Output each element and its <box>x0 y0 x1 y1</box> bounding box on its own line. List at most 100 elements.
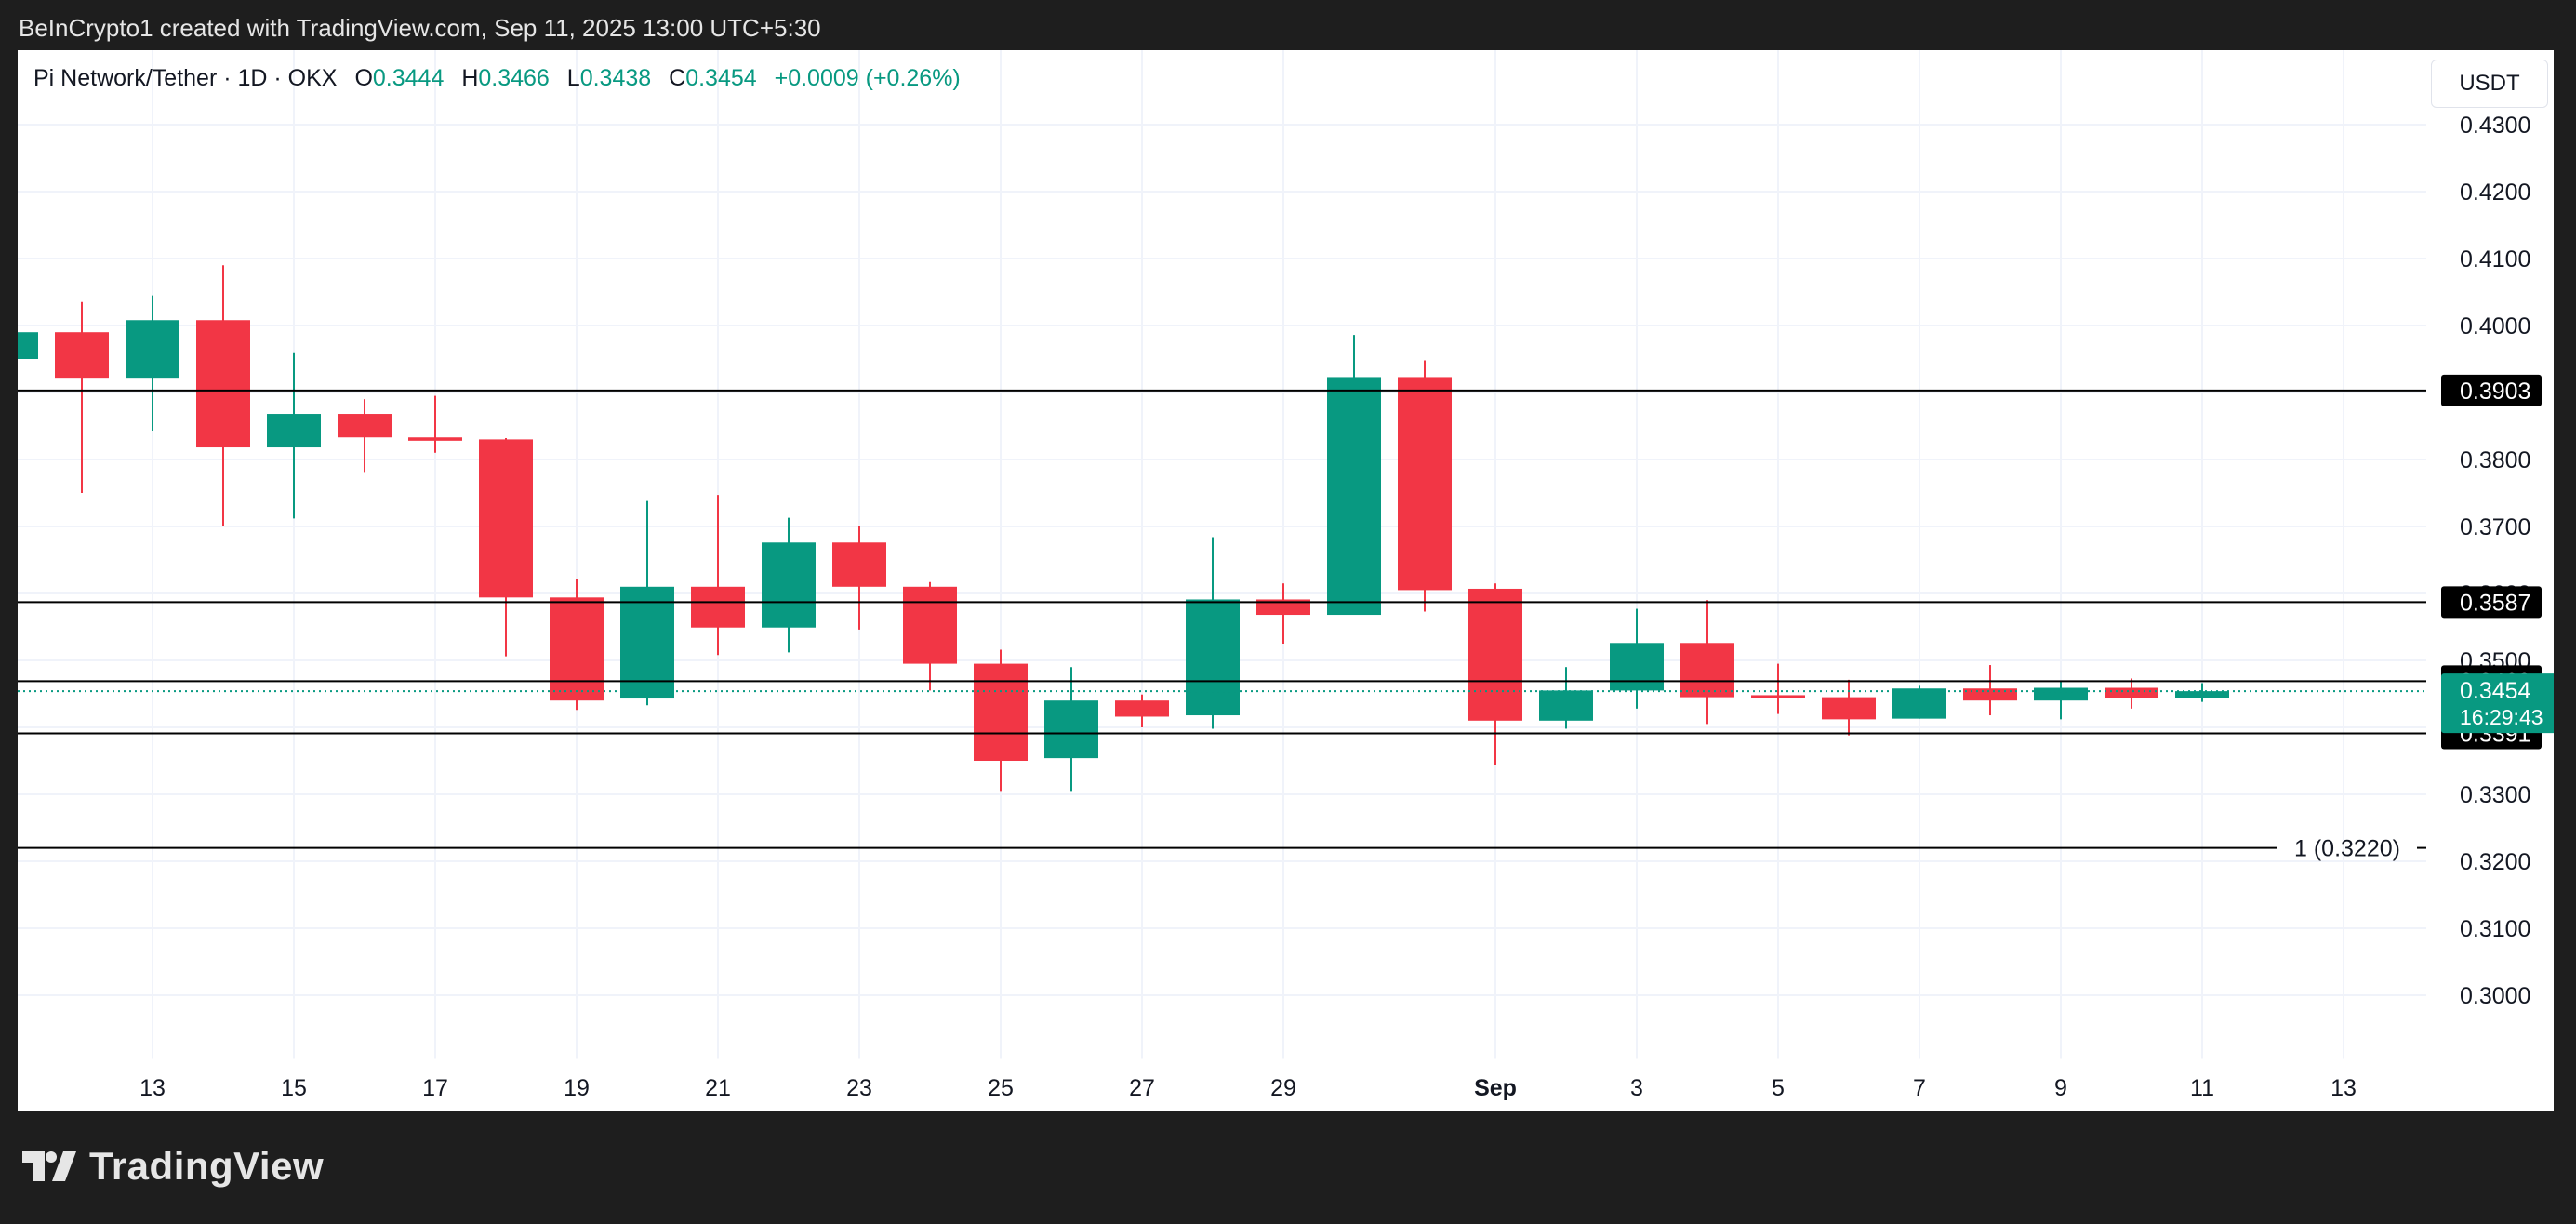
bar-countdown-label: 16:29:43 <box>2460 705 2543 729</box>
level-price-label: 0.3903 <box>2460 379 2530 405</box>
candle-body <box>1468 588 1522 721</box>
tradingview-logo-icon <box>22 1151 76 1181</box>
candle-body <box>18 332 38 359</box>
open-label: O <box>354 65 373 91</box>
candle-body <box>974 663 1028 761</box>
candle <box>196 265 250 526</box>
level-price-tag <box>2441 374 2542 406</box>
candle-body <box>2034 687 2088 701</box>
candle-body <box>126 320 179 379</box>
candle <box>762 517 816 653</box>
close-value: 0.3454 <box>685 65 757 91</box>
last-price-label: 0.3454 <box>2460 678 2531 704</box>
candle <box>550 579 604 711</box>
footer-bar: TradingView <box>0 1111 2576 1224</box>
candle-body <box>1044 700 1098 759</box>
high-label: H <box>461 65 479 91</box>
candle <box>1398 360 1452 612</box>
candle <box>1327 335 1381 616</box>
x-tick-label: 7 <box>1913 1075 1926 1101</box>
candle-body <box>1680 643 1734 698</box>
change-value: +0.0009 (+0.26%) <box>774 65 961 91</box>
level-price-label: 0.3587 <box>2460 590 2530 616</box>
candle <box>267 352 321 519</box>
candle-body <box>196 320 250 448</box>
x-tick-label: 29 <box>1270 1075 1296 1101</box>
tradingview-wordmark: TradingView <box>89 1144 325 1188</box>
candlestick-chart[interactable]: 0.43000.42000.41000.40000.39000.38000.37… <box>18 50 2554 1111</box>
candle-body <box>903 586 957 664</box>
candle <box>1610 608 1664 709</box>
candle <box>1892 685 1946 719</box>
candle-body <box>267 414 321 448</box>
candle <box>903 581 957 691</box>
candle <box>974 649 1028 792</box>
candle-body <box>1822 697 1876 720</box>
candle <box>691 495 745 656</box>
x-tick-label: 9 <box>2054 1075 2067 1101</box>
chart-panel[interactable]: 0.43000.42000.41000.40000.39000.38000.37… <box>18 50 2554 1111</box>
y-tick-label: 0.4100 <box>2460 246 2530 273</box>
candle <box>1751 663 1805 714</box>
close-label: C <box>669 65 686 91</box>
x-tick-label: 5 <box>1772 1075 1785 1101</box>
grid-lines <box>18 50 2426 1059</box>
candle <box>338 399 392 473</box>
candle-body <box>550 597 604 701</box>
candle <box>55 301 109 493</box>
candle-body <box>762 542 816 628</box>
candle <box>1256 583 1310 644</box>
candle <box>1963 665 2017 716</box>
candle-body <box>620 586 674 699</box>
currency-selector[interactable]: USDT <box>2431 60 2548 108</box>
x-tick-label: Sep <box>1474 1075 1517 1101</box>
y-tick-label: 0.4000 <box>2460 313 2530 339</box>
candle <box>1186 537 1240 729</box>
tradingview-logo[interactable]: TradingView <box>22 1142 324 1191</box>
x-tick-label: 27 <box>1129 1075 1155 1101</box>
x-tick-label: 11 <box>2190 1075 2214 1101</box>
candle <box>832 526 886 630</box>
candle <box>1115 694 1169 727</box>
candle-body <box>479 439 533 598</box>
candle <box>1822 679 1876 736</box>
y-tick-label: 0.3200 <box>2460 849 2530 875</box>
candle-body <box>2105 687 2158 698</box>
y-tick-label: 0.4300 <box>2460 113 2530 139</box>
candle <box>1539 667 1593 729</box>
y-tick-label: 0.3800 <box>2460 447 2530 473</box>
candle-body <box>1751 695 1805 698</box>
candle <box>2034 680 2088 720</box>
fib-label: 1 (0.3220) <box>2294 836 2400 862</box>
x-tick-label: 19 <box>564 1075 590 1101</box>
x-tick-label: 15 <box>281 1075 307 1101</box>
candle <box>126 295 179 432</box>
candle-body <box>1539 690 1593 721</box>
x-tick-label: 17 <box>422 1075 448 1101</box>
candle-body <box>2175 691 2229 698</box>
candle-body <box>1327 377 1381 616</box>
symbol-legend: Pi Network/Tether · 1D · OKX O0.3444 H0.… <box>33 65 961 92</box>
candle-body <box>338 414 392 438</box>
candle-body <box>1256 599 1310 616</box>
symbol-name: Pi Network/Tether · 1D · OKX <box>33 65 338 91</box>
candle <box>1468 583 1522 766</box>
candle <box>1680 600 1734 725</box>
attribution-bar: BeInCrypto1 created with TradingView.com… <box>0 0 2576 50</box>
high-value: 0.3466 <box>478 65 550 91</box>
x-tick-label: 3 <box>1630 1075 1643 1101</box>
y-tick-label: 0.3000 <box>2460 983 2530 1009</box>
candle-body <box>408 437 462 441</box>
candle-body <box>1610 643 1664 691</box>
x-tick-label: 21 <box>705 1075 731 1101</box>
candle-body <box>1186 599 1240 716</box>
candle-body <box>1398 377 1452 591</box>
candle-body <box>832 542 886 587</box>
candle <box>2175 683 2229 702</box>
attribution-text: BeInCrypto1 created with TradingView.com… <box>19 14 821 42</box>
candle <box>1044 667 1098 792</box>
last-price-tag <box>2441 673 2554 734</box>
candle-body <box>55 332 109 379</box>
y-tick-label: 0.3100 <box>2460 916 2530 942</box>
y-tick-label: 0.3300 <box>2460 782 2530 808</box>
